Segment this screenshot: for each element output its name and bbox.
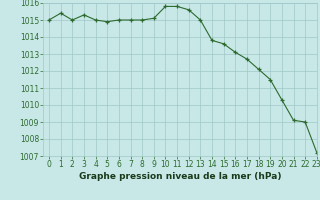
X-axis label: Graphe pression niveau de la mer (hPa): Graphe pression niveau de la mer (hPa) <box>79 172 281 181</box>
